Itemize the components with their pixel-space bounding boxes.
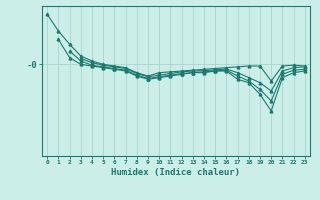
X-axis label: Humidex (Indice chaleur): Humidex (Indice chaleur) <box>111 168 241 177</box>
